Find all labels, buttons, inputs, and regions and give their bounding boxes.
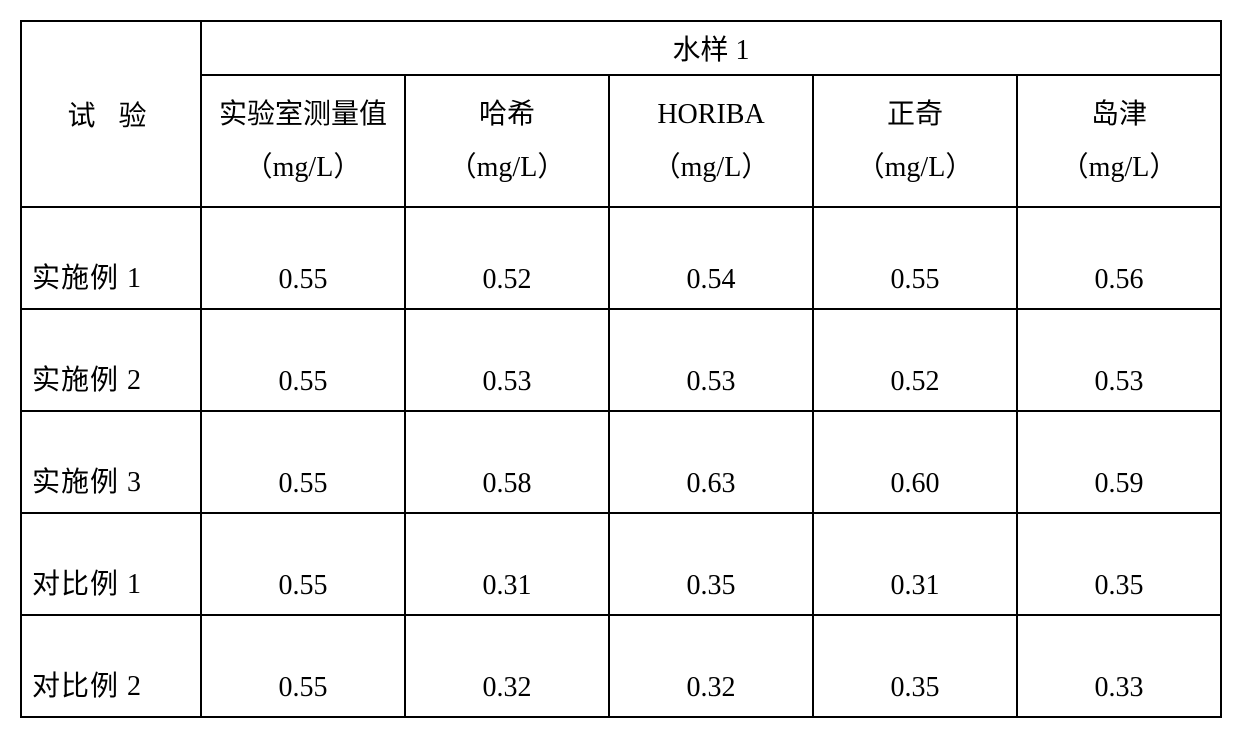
- data-cell: 0.63: [609, 411, 813, 513]
- data-cell: 0.35: [609, 513, 813, 615]
- data-cell: 0.55: [201, 411, 405, 513]
- data-cell-value: 0.55: [202, 570, 404, 602]
- data-cell-value: 0.60: [814, 468, 1016, 500]
- data-cell: 0.52: [813, 309, 1017, 411]
- data-cell: 0.58: [405, 411, 609, 513]
- column-header: 正奇（mg/L）: [813, 75, 1017, 207]
- data-cell-value: 0.35: [1018, 570, 1220, 602]
- column-header: 实验室测量值（mg/L）: [201, 75, 405, 207]
- data-table: 试 验 水样 1 实验室测量值（mg/L）哈希（mg/L）HORIBA（mg/L…: [20, 20, 1222, 718]
- row-label: 对比例 1: [21, 513, 201, 615]
- data-cell-value: 0.59: [1018, 468, 1220, 500]
- data-cell: 0.59: [1017, 411, 1221, 513]
- data-cell-value: 0.35: [610, 570, 812, 602]
- row-label-text: 实施例 2: [32, 358, 142, 398]
- column-header: 哈希（mg/L）: [405, 75, 609, 207]
- data-cell-value: 0.56: [1018, 264, 1220, 296]
- data-cell: 0.35: [1017, 513, 1221, 615]
- column-header-name: HORIBA: [657, 88, 764, 141]
- column-header: HORIBA（mg/L）: [609, 75, 813, 207]
- column-header-unit: （mg/L）: [1061, 141, 1178, 194]
- table-row: 实施例 20.550.530.530.520.53: [21, 309, 1221, 411]
- row-label: 实施例 2: [21, 309, 201, 411]
- data-cell-value: 0.55: [202, 366, 404, 398]
- row-label-text: 对比例 1: [32, 562, 142, 602]
- data-cell: 0.52: [405, 207, 609, 309]
- header-sample-group: 水样 1: [201, 21, 1221, 75]
- data-cell: 0.35: [813, 615, 1017, 717]
- column-header-unit: （mg/L）: [653, 141, 770, 194]
- table-row: 实施例 3 0.550.580.630.600.59: [21, 411, 1221, 513]
- data-cell-value: 0.31: [406, 570, 608, 602]
- column-header-unit: （mg/L）: [245, 141, 362, 194]
- data-cell-value: 0.55: [814, 264, 1016, 296]
- data-cell-value: 0.55: [202, 672, 404, 704]
- data-cell-value: 0.31: [814, 570, 1016, 602]
- data-cell: 0.53: [405, 309, 609, 411]
- header-row-sub: 实验室测量值（mg/L）哈希（mg/L）HORIBA（mg/L）正奇（mg/L）…: [21, 75, 1221, 207]
- data-cell-value: 0.55: [202, 264, 404, 296]
- data-cell-value: 0.63: [610, 468, 812, 500]
- row-label-text: 实施例 3: [32, 460, 142, 500]
- row-label-text: 对比例 2: [32, 664, 142, 704]
- data-cell-value: 0.33: [1018, 672, 1220, 704]
- row-label-text: 实施例 1: [32, 256, 142, 296]
- data-cell-value: 0.52: [814, 366, 1016, 398]
- column-header-unit: （mg/L）: [857, 141, 974, 194]
- column-header-unit: （mg/L）: [449, 141, 566, 194]
- table-row: 对比例 20.550.320.320.350.33: [21, 615, 1221, 717]
- data-cell: 0.60: [813, 411, 1017, 513]
- header-experiment-label: 试 验: [67, 101, 154, 132]
- column-header-name: 正奇: [887, 88, 943, 141]
- column-header-name: 实验室测量值: [219, 88, 387, 141]
- data-cell: 0.55: [201, 513, 405, 615]
- data-cell-value: 0.54: [610, 264, 812, 296]
- data-cell-value: 0.32: [406, 672, 608, 704]
- data-cell: 0.33: [1017, 615, 1221, 717]
- table-body: 实施例 10.550.520.540.550.56实施例 20.550.530.…: [21, 207, 1221, 717]
- table-row: 对比例 10.550.310.350.310.35: [21, 513, 1221, 615]
- data-cell: 0.55: [813, 207, 1017, 309]
- data-cell-value: 0.53: [406, 366, 608, 398]
- data-cell: 0.31: [813, 513, 1017, 615]
- row-label: 实施例 1: [21, 207, 201, 309]
- data-cell: 0.32: [609, 615, 813, 717]
- data-cell-value: 0.52: [406, 264, 608, 296]
- row-label: 实施例 3: [21, 411, 201, 513]
- data-cell-value: 0.58: [406, 468, 608, 500]
- table-row: 实施例 10.550.520.540.550.56: [21, 207, 1221, 309]
- data-cell: 0.56: [1017, 207, 1221, 309]
- data-cell-value: 0.53: [610, 366, 812, 398]
- data-cell: 0.55: [201, 615, 405, 717]
- data-cell-value: 0.53: [1018, 366, 1220, 398]
- data-cell: 0.55: [201, 207, 405, 309]
- data-cell: 0.53: [609, 309, 813, 411]
- column-header-name: 岛津: [1091, 88, 1147, 141]
- data-cell: 0.53: [1017, 309, 1221, 411]
- data-cell-value: 0.35: [814, 672, 1016, 704]
- data-cell-value: 0.55: [202, 468, 404, 500]
- data-cell: 0.31: [405, 513, 609, 615]
- data-cell: 0.32: [405, 615, 609, 717]
- data-cell: 0.54: [609, 207, 813, 309]
- data-cell: 0.55: [201, 309, 405, 411]
- column-header-name: 哈希: [479, 88, 535, 141]
- header-row-top: 试 验 水样 1: [21, 21, 1221, 75]
- table-header: 试 验 水样 1 实验室测量值（mg/L）哈希（mg/L）HORIBA（mg/L…: [21, 21, 1221, 207]
- column-header: 岛津（mg/L）: [1017, 75, 1221, 207]
- row-label: 对比例 2: [21, 615, 201, 717]
- data-cell-value: 0.32: [610, 672, 812, 704]
- header-experiment: 试 验: [21, 21, 201, 207]
